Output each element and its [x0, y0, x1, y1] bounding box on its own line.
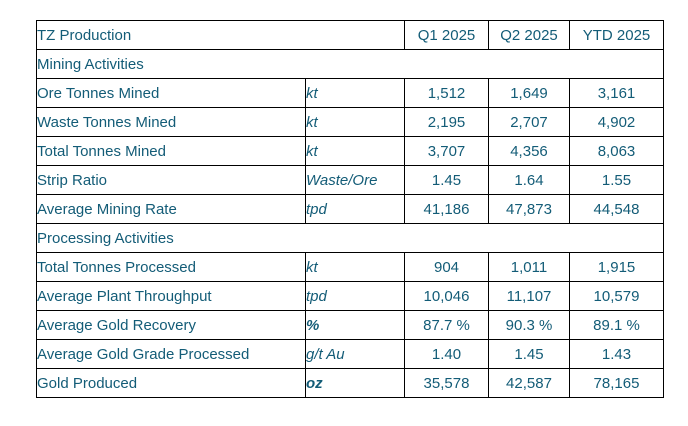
value-q1: 87.7 % — [404, 310, 489, 340]
value-q2: 47,873 — [488, 194, 570, 224]
value-ytd: 89.1 % — [569, 310, 664, 340]
table-row: Waste Tonnes Mined kt 2,195 2,707 4,902 — [36, 107, 664, 137]
value-ytd: 3,161 — [569, 78, 664, 108]
table-row: Total Tonnes Processed kt 904 1,011 1,91… — [36, 252, 664, 282]
column-header-q1: Q1 2025 — [404, 20, 489, 50]
row-unit: % — [305, 310, 405, 340]
value-q1: 35,578 — [404, 368, 489, 398]
row-label: Average Gold Recovery — [36, 310, 306, 340]
row-unit: kt — [305, 252, 405, 282]
table-header-row: TZ Production Q1 2025 Q2 2025 YTD 2025 — [36, 20, 664, 50]
value-q1: 2,195 — [404, 107, 489, 137]
row-label: Total Tonnes Processed — [36, 252, 306, 282]
row-label: Average Plant Throughput — [36, 281, 306, 311]
row-unit: kt — [305, 78, 405, 108]
table-row: Total Tonnes Mined kt 3,707 4,356 8,063 — [36, 136, 664, 166]
row-label: Average Gold Grade Processed — [36, 339, 306, 369]
row-label: Average Mining Rate — [36, 194, 306, 224]
table-row: Strip Ratio Waste/Ore 1.45 1.64 1.55 — [36, 165, 664, 195]
table-title: TZ Production — [36, 20, 405, 50]
table-row: Average Mining Rate tpd 41,186 47,873 44… — [36, 194, 664, 224]
column-header-ytd: YTD 2025 — [569, 20, 664, 50]
row-unit: tpd — [305, 194, 405, 224]
value-q1: 904 — [404, 252, 489, 282]
row-unit: Waste/Ore — [305, 165, 405, 195]
value-q1: 41,186 — [404, 194, 489, 224]
value-ytd: 8,063 — [569, 136, 664, 166]
section-heading-label: Processing Activities — [36, 223, 664, 253]
row-label: Waste Tonnes Mined — [36, 107, 306, 137]
value-ytd: 78,165 — [569, 368, 664, 398]
section-heading-processing: Processing Activities — [36, 223, 664, 253]
value-q2: 1,649 — [488, 78, 570, 108]
section-heading-label: Mining Activities — [36, 49, 664, 79]
table-row: Average Plant Throughput tpd 10,046 11,1… — [36, 281, 664, 311]
value-q2: 4,356 — [488, 136, 570, 166]
value-q1: 1.45 — [404, 165, 489, 195]
table-row: Gold Produced oz 35,578 42,587 78,165 — [36, 368, 664, 398]
value-q1: 1,512 — [404, 78, 489, 108]
value-q2: 42,587 — [488, 368, 570, 398]
column-header-q2: Q2 2025 — [488, 20, 570, 50]
row-label: Gold Produced — [36, 368, 306, 398]
value-q2: 2,707 — [488, 107, 570, 137]
value-ytd: 44,548 — [569, 194, 664, 224]
value-ytd: 1.43 — [569, 339, 664, 369]
value-q2: 1,011 — [488, 252, 570, 282]
value-q1: 10,046 — [404, 281, 489, 311]
value-q2: 1.45 — [488, 339, 570, 369]
table-row: Ore Tonnes Mined kt 1,512 1,649 3,161 — [36, 78, 664, 108]
row-label: Total Tonnes Mined — [36, 136, 306, 166]
value-q2: 11,107 — [488, 281, 570, 311]
value-q1: 3,707 — [404, 136, 489, 166]
value-q1: 1.40 — [404, 339, 489, 369]
value-q2: 90.3 % — [488, 310, 570, 340]
table-row: Average Gold Grade Processed g/t Au 1.40… — [36, 339, 664, 369]
value-ytd: 4,902 — [569, 107, 664, 137]
value-ytd: 1.55 — [569, 165, 664, 195]
row-unit: kt — [305, 107, 405, 137]
section-heading-mining: Mining Activities — [36, 49, 664, 79]
row-unit: oz — [305, 368, 405, 398]
row-label: Strip Ratio — [36, 165, 306, 195]
value-ytd: 1,915 — [569, 252, 664, 282]
row-unit: kt — [305, 136, 405, 166]
table-row: Average Gold Recovery % 87.7 % 90.3 % 89… — [36, 310, 664, 340]
value-ytd: 10,579 — [569, 281, 664, 311]
value-q2: 1.64 — [488, 165, 570, 195]
row-unit: tpd — [305, 281, 405, 311]
row-label: Ore Tonnes Mined — [36, 78, 306, 108]
production-table: TZ Production Q1 2025 Q2 2025 YTD 2025 M… — [36, 20, 664, 398]
row-unit: g/t Au — [305, 339, 405, 369]
